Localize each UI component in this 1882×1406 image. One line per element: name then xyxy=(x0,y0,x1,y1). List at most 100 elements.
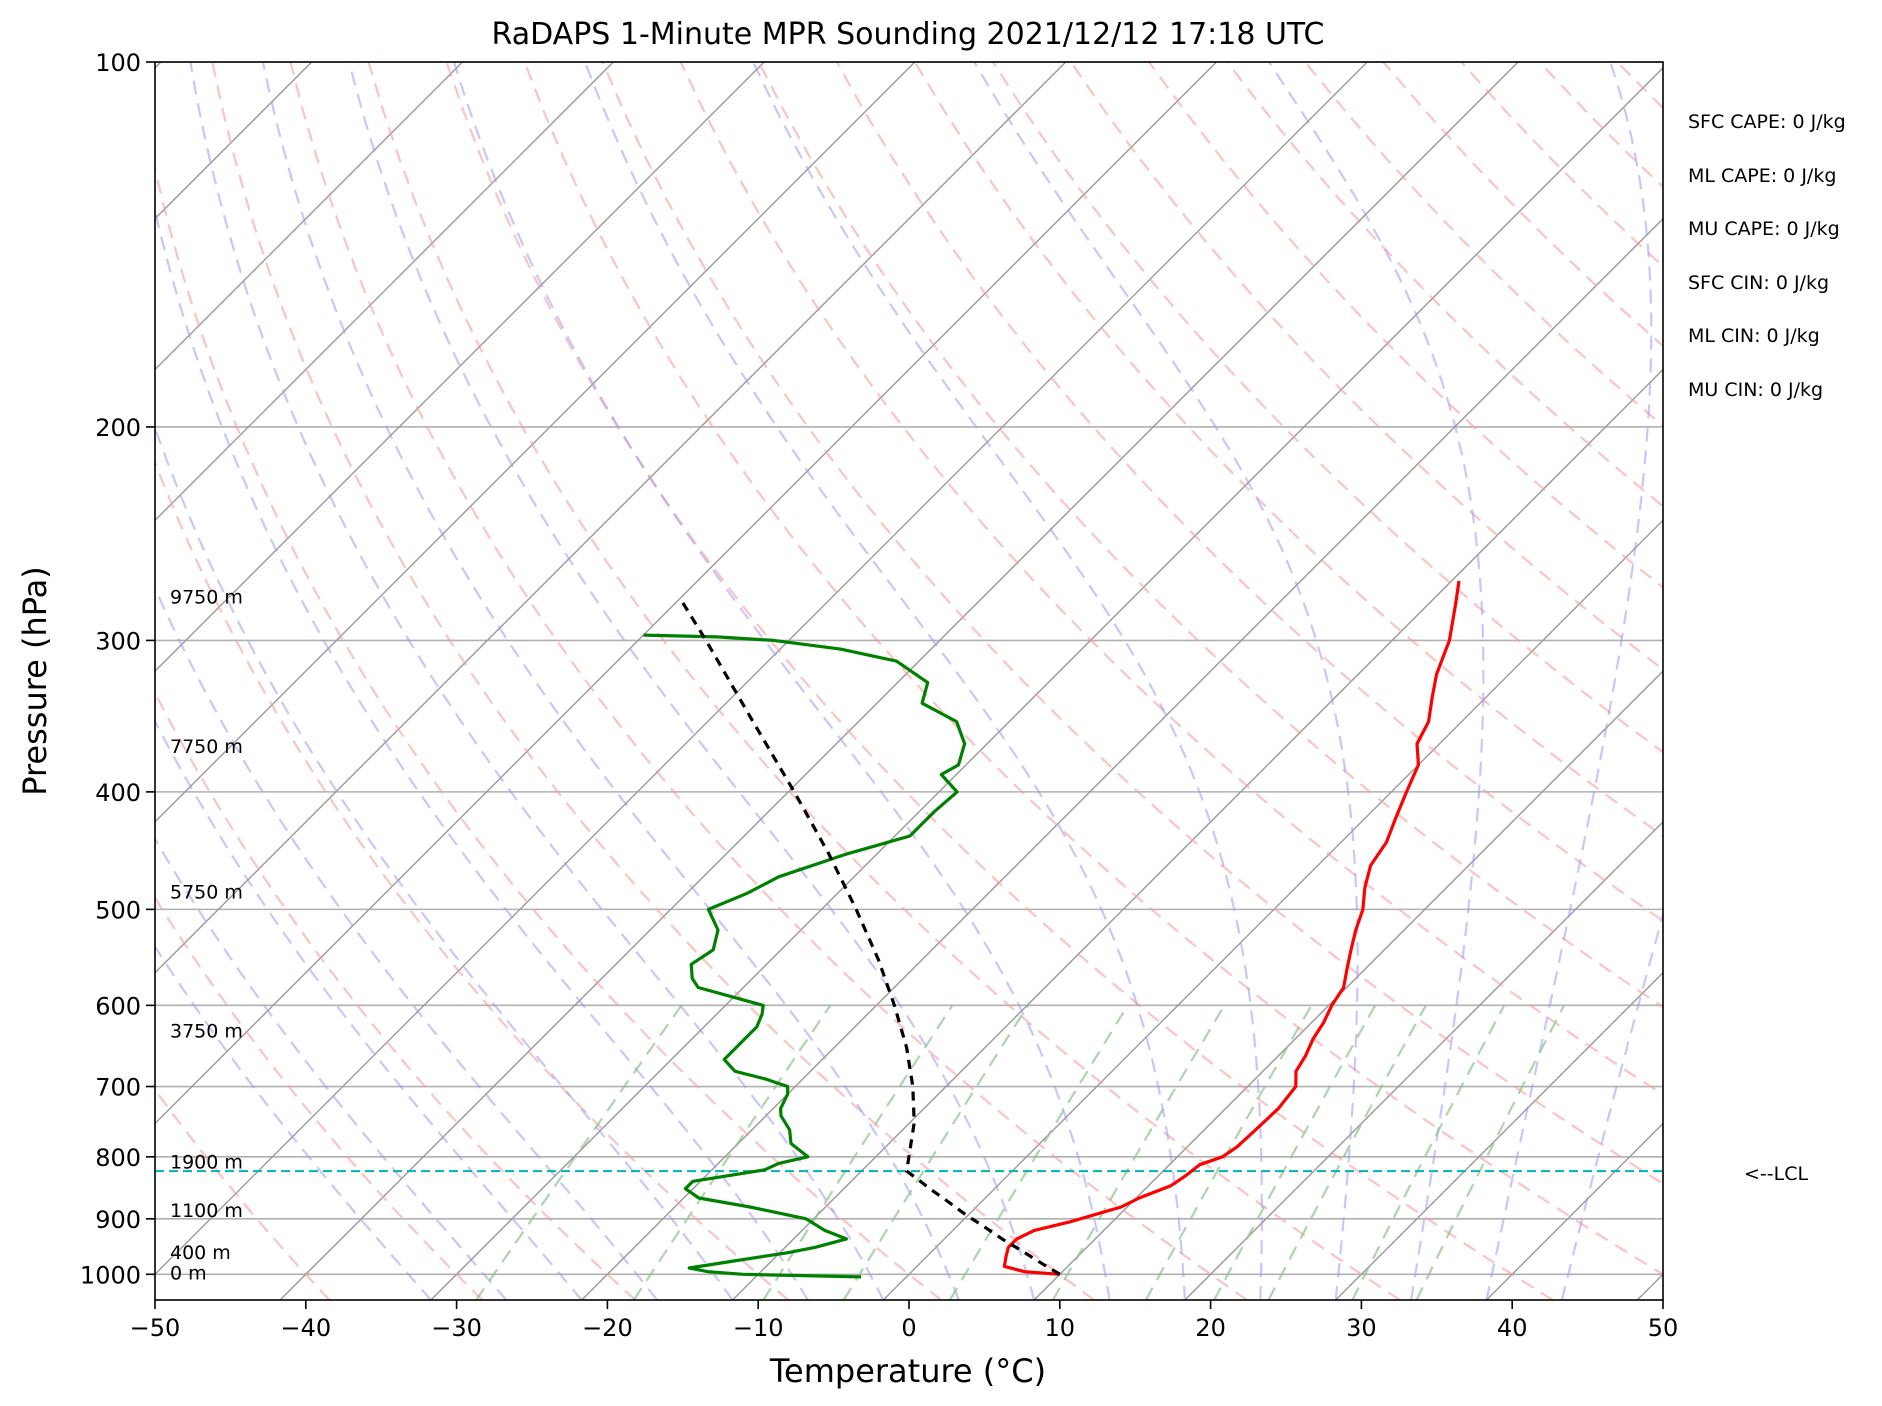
mixing-ratio-line xyxy=(1351,1004,1506,1300)
dry-adiabat xyxy=(1069,62,1663,671)
y-tick-label: 1000 xyxy=(80,1261,141,1289)
mixing-ratio-line xyxy=(475,1004,683,1300)
x-tick-label: 20 xyxy=(1195,1314,1226,1342)
height-labels: 9750 m 7750 m 5750 m 3750 m 1900 m 1100 m 400 … xyxy=(170,586,243,1284)
mixing-ratio-line xyxy=(1415,1004,1565,1300)
dry-adiabat xyxy=(679,62,1663,1096)
isotherm-line xyxy=(1184,820,1663,1300)
x-axis-ticks: −50 −40 −30 −20 −10 0 10 20 30 40 50 xyxy=(130,1300,1679,1342)
moist-adiabat xyxy=(155,585,658,1300)
moist-adiabat xyxy=(583,62,1186,1300)
moist-adiabat xyxy=(189,62,885,1300)
y-tick-label: 100 xyxy=(95,49,141,77)
sounding-lines xyxy=(155,580,1663,1279)
mixing-ratio-line xyxy=(632,1004,832,1300)
dry-adiabat xyxy=(601,62,1663,1185)
mixing-ratio-line xyxy=(762,1004,954,1300)
y-tick-label: 400 xyxy=(95,779,141,807)
moist-adiabat xyxy=(155,424,734,1300)
dry-adiabat xyxy=(445,62,1554,1300)
x-tick-label: −20 xyxy=(582,1314,633,1342)
y-axis-ticks: 100 200 300 400 500 600 700 800 900 1000 xyxy=(80,49,155,1289)
mixing-ratio-line xyxy=(842,1004,1029,1300)
lcl-label: <--LCL xyxy=(1744,1163,1809,1185)
dry-adiabat xyxy=(367,62,1401,1300)
ml-cape-value: ML CAPE: 0 J/kg xyxy=(1688,164,1837,187)
dry-adiabat xyxy=(523,62,1663,1276)
sfc-cin-value: SFC CIN: 0 J/kg xyxy=(1688,271,1830,294)
x-tick-label: 50 xyxy=(1648,1314,1679,1342)
dry-adiabat xyxy=(155,690,637,1300)
moist-adiabat xyxy=(452,62,1111,1300)
ml-cin-value: ML CIN: 0 J/kg xyxy=(1688,325,1820,347)
height-label: 9750 m xyxy=(170,586,243,608)
height-label: 0 m xyxy=(170,1262,207,1284)
height-label: 5750 m xyxy=(170,881,243,903)
background-lines xyxy=(155,62,1663,1300)
y-tick-label: 800 xyxy=(95,1144,141,1172)
mu-cin-value: MU CIN: 0 J/kg xyxy=(1688,378,1824,401)
dry-adiabat xyxy=(155,164,942,1300)
moist-adiabat xyxy=(1485,62,1653,1300)
y-tick-label: 300 xyxy=(95,627,141,655)
parcel-profile xyxy=(678,597,1061,1276)
x-tick-label: 30 xyxy=(1346,1314,1377,1342)
x-tick-label: −50 xyxy=(130,1314,181,1342)
mixing-ratio-line xyxy=(1051,1004,1226,1300)
isotherm-line xyxy=(155,62,1067,974)
y-axis-label: Pressure (hPa) xyxy=(16,566,54,796)
dry-adiabat xyxy=(155,459,790,1300)
moist-adiabat xyxy=(1560,910,1663,1300)
isotherm-line xyxy=(882,519,1663,1300)
mu-cape-value: MU CAPE: 0 J/kg xyxy=(1688,218,1840,240)
x-tick-label: 10 xyxy=(1045,1314,1076,1342)
dry-adiabat xyxy=(211,62,1095,1300)
isotherm-line xyxy=(1335,971,1663,1300)
dry-adiabat xyxy=(1148,62,1663,589)
moist-adiabat xyxy=(155,836,508,1300)
height-label: 1900 m xyxy=(170,1151,243,1173)
y-tick-label: 500 xyxy=(95,896,141,924)
isotherm-line xyxy=(155,62,1368,1276)
height-label: 1100 m xyxy=(170,1200,243,1222)
x-tick-label: −30 xyxy=(431,1314,482,1342)
moist-adiabat xyxy=(973,62,1359,1300)
height-label: 3750 m xyxy=(170,1021,243,1043)
chart-title: RaDAPS 1-Minute MPR Sounding 2021/12/12 … xyxy=(492,17,1325,52)
y-tick-label: 600 xyxy=(95,992,141,1020)
mixing-ratio-line xyxy=(1267,1004,1427,1300)
moist-adiabat xyxy=(1268,62,1485,1300)
isotherm-line xyxy=(155,62,765,673)
height-label: 7750 m xyxy=(170,736,243,758)
moist-adiabat xyxy=(155,206,809,1300)
moist-adiabat xyxy=(155,718,583,1300)
isotherm-line xyxy=(155,62,614,522)
dry-adiabat xyxy=(289,62,1248,1300)
sfc-cape-value: SFC CAPE: 0 J/kg xyxy=(1688,111,1846,133)
moist-adiabat xyxy=(261,62,960,1300)
y-tick-label: 700 xyxy=(95,1074,141,1102)
temperature-profile xyxy=(1002,580,1461,1276)
mixing-ratio-line xyxy=(1213,1004,1377,1300)
dry-adiabat xyxy=(155,895,484,1300)
x-axis-label: Temperature (°C) xyxy=(769,1352,1046,1390)
dewpoint-profile xyxy=(643,633,967,1279)
isotherm-line xyxy=(279,62,1519,1300)
stability-indices: SFC CAPE: 0 J/kg ML CAPE: 0 J/kg MU CAPE… xyxy=(1688,108,1878,429)
y-tick-label: 200 xyxy=(95,414,141,442)
x-tick-label: −40 xyxy=(280,1314,331,1342)
isotherm-line xyxy=(155,62,464,371)
isotherm-line xyxy=(155,62,1218,1125)
moist-adiabat xyxy=(348,62,1036,1300)
dry-adiabat xyxy=(991,62,1663,754)
mixing-ratio-line xyxy=(948,1004,1129,1300)
x-tick-label: 40 xyxy=(1497,1314,1528,1342)
isotherm-line xyxy=(430,66,1663,1300)
isotherm-line xyxy=(155,62,916,823)
x-tick-label: −10 xyxy=(733,1314,784,1342)
x-tick-label: 0 xyxy=(901,1314,916,1342)
height-label: 400 m xyxy=(170,1242,231,1264)
isotherm-line xyxy=(1033,670,1663,1300)
mixing-ratio-line xyxy=(1144,1004,1313,1300)
y-tick-label: 900 xyxy=(95,1206,141,1234)
